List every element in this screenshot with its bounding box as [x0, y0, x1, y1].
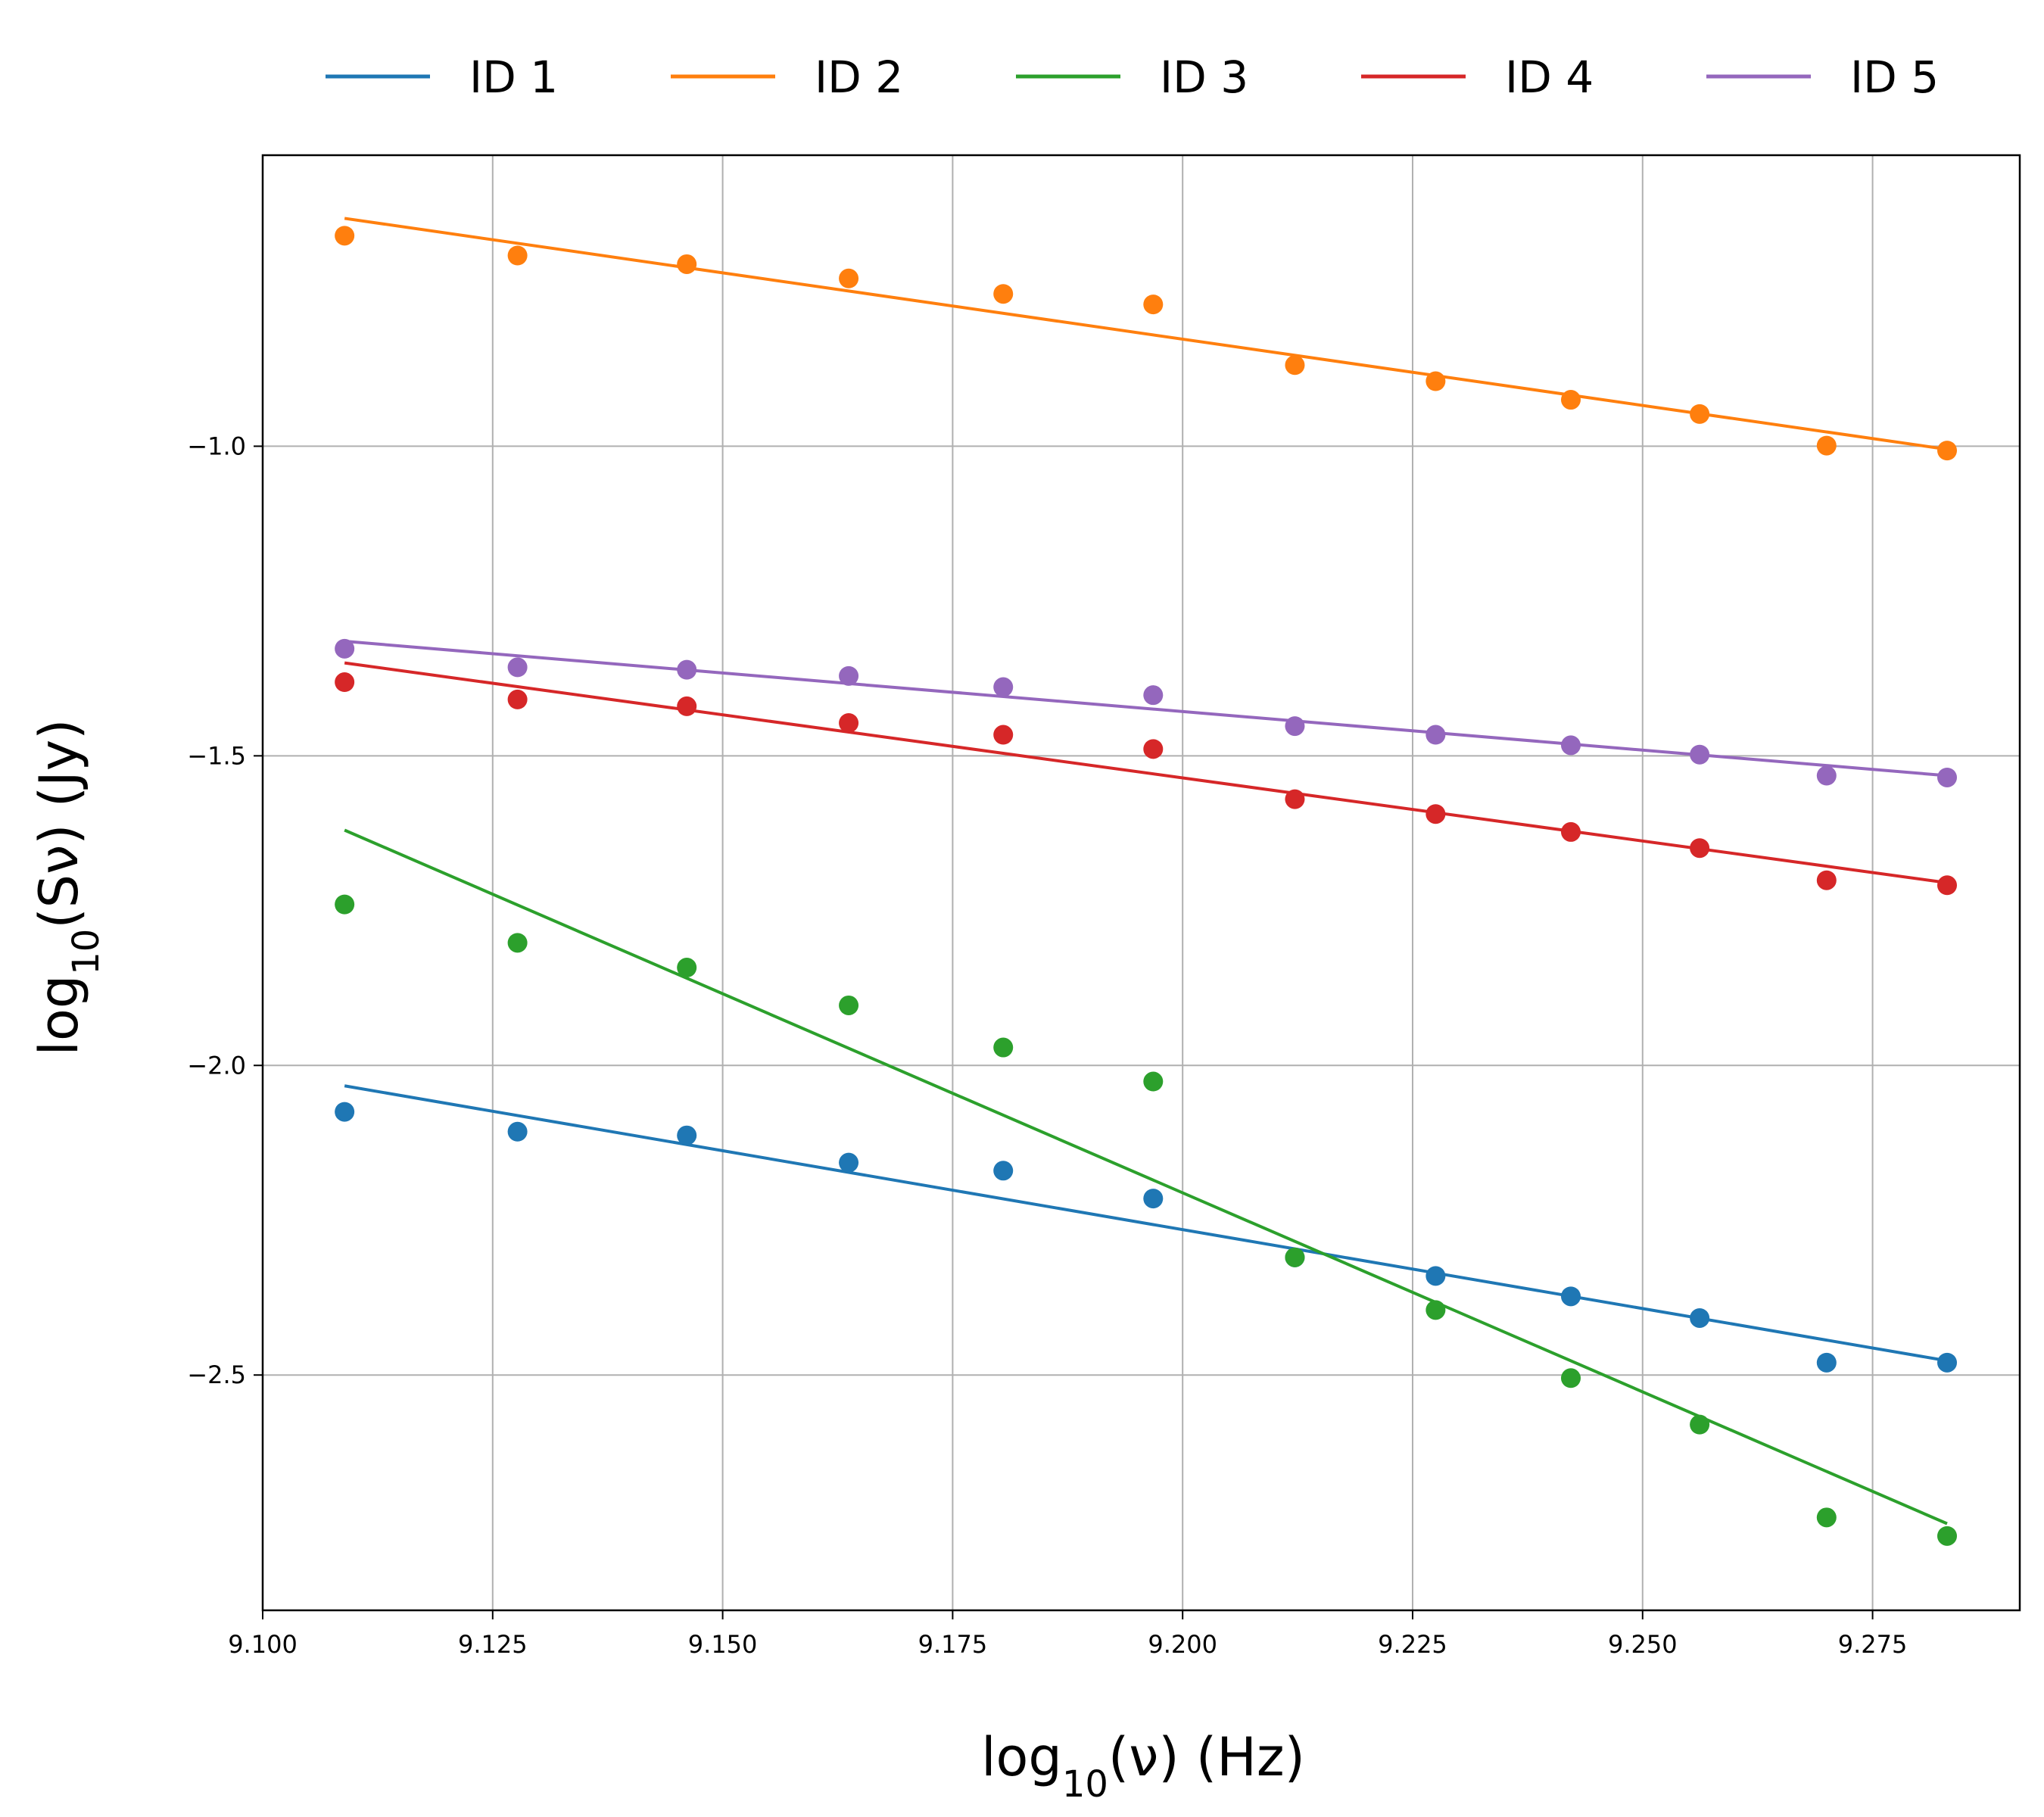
x-tick-label: 9.150 [688, 1630, 758, 1659]
fit-line-series-5 [344, 640, 1948, 778]
legend-label: ID 4 [1505, 51, 1594, 103]
data-point-series-3 [1560, 1368, 1581, 1388]
data-point-series-2 [1816, 435, 1837, 456]
fit-line-series-4 [344, 661, 1948, 884]
data-point-series-1 [1816, 1352, 1837, 1373]
data-point-series-4 [677, 696, 697, 716]
x-tick-label: 9.250 [1608, 1630, 1678, 1659]
data-point-series-2 [507, 245, 528, 266]
data-point-series-2 [335, 226, 355, 246]
data-point-series-5 [1285, 716, 1305, 737]
data-point-series-5 [1690, 744, 1710, 765]
data-point-series-5 [1143, 685, 1164, 706]
data-point-series-1 [1426, 1266, 1446, 1286]
y-tick-label: −2.5 [187, 1360, 246, 1389]
x-tick-label: 9.200 [1148, 1630, 1217, 1659]
fit-line-series-1 [344, 1084, 1948, 1363]
data-points [335, 226, 1958, 1546]
data-point-series-1 [1560, 1286, 1581, 1307]
x-tick-label: 9.275 [1838, 1630, 1908, 1659]
data-point-series-3 [1143, 1071, 1164, 1092]
data-point-series-1 [507, 1121, 528, 1142]
x-axis-label: log10(ν) (Hz) [981, 1726, 1305, 1806]
data-point-series-5 [1816, 765, 1837, 786]
x-tick-label: 9.100 [228, 1630, 298, 1659]
data-point-series-4 [839, 712, 859, 733]
data-point-series-3 [1937, 1526, 1958, 1546]
x-tick-label: 9.125 [458, 1630, 528, 1659]
y-axis-ticks: −1.0 −1.5 −2.0 −2.5 [187, 432, 263, 1389]
data-point-series-5 [677, 659, 697, 680]
data-point-series-4 [1816, 870, 1837, 890]
legend-label: ID 2 [815, 51, 903, 103]
fit-line-series-3 [344, 828, 1948, 1526]
y-axis-label: log10(Sν) (Jy) [28, 719, 107, 1056]
data-point-series-4 [1285, 789, 1305, 809]
fit-line-series-2 [344, 217, 1948, 451]
x-tick-label: 9.225 [1378, 1630, 1447, 1659]
data-point-series-3 [507, 933, 528, 953]
data-point-series-1 [677, 1125, 697, 1145]
data-point-series-5 [993, 677, 1014, 697]
data-point-series-4 [335, 672, 355, 693]
y-tick-label: −1.5 [187, 741, 246, 770]
x-axis-ticks: 9.100 9.125 9.150 9.175 9.200 9.225 9.250 9.275 [228, 1610, 1907, 1659]
data-point-series-4 [1560, 821, 1581, 842]
data-point-series-2 [1690, 404, 1710, 424]
data-point-series-3 [335, 894, 355, 915]
data-point-series-3 [1285, 1247, 1305, 1267]
data-point-series-3 [677, 958, 697, 978]
legend: ID 1 ID 2 ID 3 ID 4 ID 5 [326, 51, 1939, 103]
data-point-series-5 [335, 638, 355, 659]
data-point-series-2 [1426, 371, 1446, 391]
data-point-series-1 [993, 1161, 1014, 1181]
data-point-series-5 [507, 657, 528, 678]
data-point-series-2 [839, 268, 859, 288]
legend-label: ID 5 [1850, 51, 1939, 103]
data-point-series-1 [1690, 1307, 1710, 1328]
data-point-series-5 [1426, 725, 1446, 745]
data-point-series-3 [1690, 1414, 1710, 1435]
data-point-series-3 [993, 1037, 1014, 1058]
data-point-series-4 [1426, 804, 1446, 824]
data-point-series-4 [1690, 838, 1710, 859]
grid-lines [263, 155, 2020, 1610]
plot-area-frame [261, 154, 2021, 1612]
data-point-series-2 [1560, 390, 1581, 410]
data-point-series-2 [677, 254, 697, 274]
data-point-series-3 [1426, 1300, 1446, 1320]
data-point-series-5 [1937, 767, 1958, 787]
data-point-series-4 [1937, 875, 1958, 896]
data-point-series-4 [507, 689, 528, 709]
data-point-series-4 [993, 725, 1014, 745]
x-tick-label: 9.175 [918, 1630, 988, 1659]
data-point-series-1 [335, 1102, 355, 1122]
data-point-series-3 [1816, 1507, 1837, 1528]
data-point-series-4 [1143, 739, 1164, 759]
data-point-series-1 [839, 1152, 859, 1173]
data-point-series-3 [839, 995, 859, 1015]
data-point-series-2 [993, 284, 1014, 304]
data-point-series-2 [1285, 355, 1305, 376]
data-point-series-2 [1937, 441, 1958, 461]
y-tick-label: −1.0 [187, 432, 246, 460]
legend-label: ID 1 [469, 51, 558, 103]
data-point-series-5 [839, 665, 859, 686]
fit-lines [344, 217, 1948, 1526]
data-point-series-2 [1143, 295, 1164, 315]
y-tick-label: −2.0 [187, 1051, 246, 1080]
data-point-series-5 [1560, 735, 1581, 756]
data-point-series-1 [1937, 1352, 1958, 1373]
legend-label: ID 3 [1160, 51, 1248, 103]
data-point-series-1 [1143, 1189, 1164, 1209]
